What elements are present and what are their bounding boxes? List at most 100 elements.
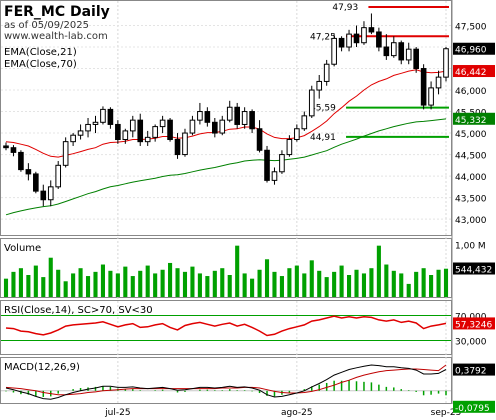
volume-bar xyxy=(175,268,180,297)
candle-bear xyxy=(3,145,9,149)
volume-bar xyxy=(123,266,128,297)
volume-bar xyxy=(391,270,396,297)
candle-bear xyxy=(18,151,24,171)
x-tick-label: jul-25 xyxy=(104,408,130,418)
candle-bear xyxy=(376,31,382,48)
volume-bar xyxy=(309,260,314,297)
ema70-line xyxy=(5,118,447,216)
candle-bear xyxy=(40,190,47,201)
volume-bar xyxy=(421,268,426,297)
candle-bull xyxy=(316,80,323,91)
candle-bull xyxy=(435,76,442,89)
candle-bull xyxy=(47,186,54,201)
volume-bar xyxy=(257,269,262,297)
volume-bar xyxy=(443,268,449,297)
candle-bull xyxy=(129,119,136,132)
rsi-last-tag-bg xyxy=(453,317,495,330)
volume-bar xyxy=(78,268,83,297)
ema21-value-tag-bg xyxy=(453,65,495,78)
volume-bar xyxy=(48,257,53,297)
volume-bar xyxy=(324,277,329,297)
price-tick-label: 46,000 xyxy=(455,87,487,97)
chart-title: FER_MC Daily xyxy=(4,4,110,20)
volume-bar xyxy=(414,271,419,297)
volume-bar xyxy=(264,259,270,297)
volume-bar xyxy=(361,273,367,297)
candle-bull xyxy=(294,128,300,141)
chart-site: www.wealth-lab.com xyxy=(4,31,108,42)
volume-bar xyxy=(436,269,441,297)
volume-bar xyxy=(317,270,322,297)
candle-bull xyxy=(361,27,367,44)
candle-bull xyxy=(226,106,233,121)
price-tick-label: 44,000 xyxy=(455,173,487,183)
ema21-line xyxy=(5,69,447,158)
volume-bar xyxy=(108,270,113,297)
x-tick-label: ago-25 xyxy=(281,408,313,418)
macd-last-tag-bg xyxy=(453,363,495,376)
candle-bull xyxy=(55,164,62,188)
ema21-legend: EMA(Close,21) xyxy=(4,47,77,58)
volume-bar xyxy=(287,268,292,297)
candle-bull xyxy=(182,132,188,156)
macd-signal-line xyxy=(5,364,447,396)
macd-hist-last-tag: -0,0795 xyxy=(455,404,490,414)
last-price-tag-bg xyxy=(453,42,495,55)
candle-bull xyxy=(152,126,158,138)
candle-bull xyxy=(286,139,293,156)
volume-bar xyxy=(384,264,389,297)
rsi-last-tag: 57,3246 xyxy=(455,320,492,330)
candle-bear xyxy=(249,111,255,130)
ema70-value-tag: 45,332 xyxy=(455,116,487,126)
volume-bar xyxy=(339,265,344,297)
ema70-legend: EMA(Close,70) xyxy=(4,59,77,70)
candle-bear xyxy=(174,139,181,156)
last-price-tag: 46,960 xyxy=(455,46,487,56)
price-tick-label: 44,500 xyxy=(455,152,487,162)
volume-bar xyxy=(399,273,404,297)
volume-panel xyxy=(0,238,452,298)
volume-bar xyxy=(56,269,61,297)
chart-date: as of 05/09/2025 xyxy=(4,20,89,31)
volume-bar xyxy=(3,278,9,297)
volume-bar xyxy=(93,271,98,297)
volume-bar xyxy=(429,275,434,297)
macd-last-tag: 0,3792 xyxy=(455,367,487,377)
volume-bar xyxy=(115,273,120,297)
volume-bar xyxy=(182,271,188,297)
candle-bull xyxy=(197,111,203,121)
candle-bull xyxy=(390,42,397,57)
price-tick-label: 45,000 xyxy=(455,130,487,140)
volume-bar xyxy=(332,271,337,297)
volume-bar xyxy=(197,273,202,297)
candle-bear xyxy=(115,123,121,141)
candle-bull xyxy=(323,63,330,82)
candle-bear xyxy=(10,147,17,153)
candle-bull xyxy=(271,171,278,181)
volume-bar xyxy=(220,268,225,297)
candle-bear xyxy=(107,108,114,125)
volume-title: Volume xyxy=(4,243,41,254)
candle-bear xyxy=(383,46,390,57)
volume-last-tag-bg xyxy=(453,262,495,275)
ema21-value-tag: 46,442 xyxy=(455,68,487,78)
candle-bear xyxy=(25,169,32,175)
candle-bear xyxy=(256,128,263,151)
volume-bar xyxy=(71,273,76,297)
volume-bar xyxy=(347,275,352,297)
candle-bull xyxy=(301,115,308,130)
volume-bar xyxy=(294,265,299,297)
volume-bar xyxy=(250,278,255,297)
ema70-value-tag-bg xyxy=(453,112,495,125)
volume-bar xyxy=(242,273,247,297)
candle-bull xyxy=(100,108,106,123)
volume-bar xyxy=(354,269,359,297)
candle-bull xyxy=(241,111,248,125)
candle-bull xyxy=(405,48,412,61)
volume-bar xyxy=(100,264,105,297)
macd-title: MACD(12,26,9) xyxy=(4,362,80,373)
candle-bear xyxy=(338,37,345,48)
candle-bear xyxy=(167,119,173,141)
volume-bar xyxy=(85,276,91,297)
